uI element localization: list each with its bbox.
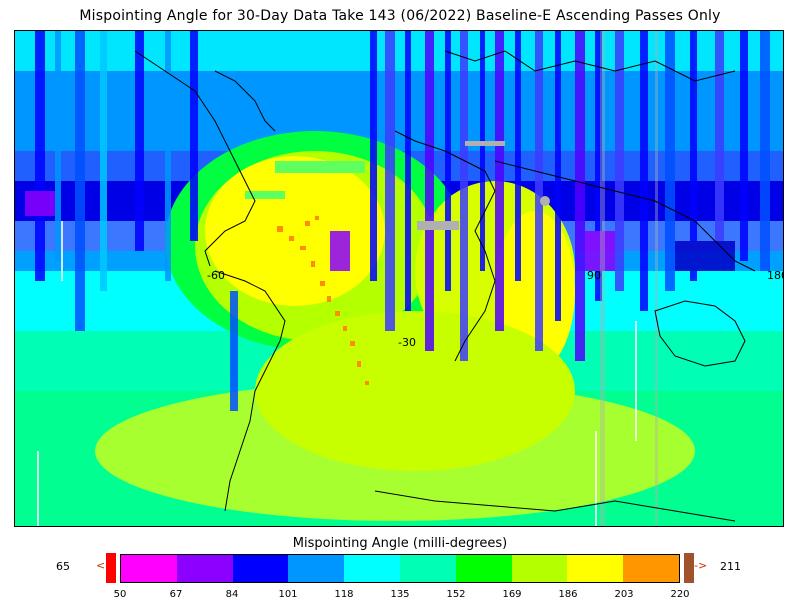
over-range-swatch xyxy=(684,553,694,583)
colorbar-ticks: 50 67 84 101 118 135 152 169 186 203 220 xyxy=(114,589,690,601)
colorbar-bin xyxy=(121,555,177,582)
colorbar xyxy=(120,554,680,583)
colorbar-tick-label: 84 xyxy=(225,589,239,600)
colorbar-bin xyxy=(344,555,400,582)
colorbar-tick-label: 169 xyxy=(502,589,522,600)
colorbar-bin xyxy=(399,555,456,582)
colorbar-tick-label: 50 xyxy=(113,589,127,600)
lon-label-2: 180 xyxy=(767,269,784,282)
colorbar-tick-label: 118 xyxy=(334,589,354,600)
lat-label-0: -30 xyxy=(398,336,416,349)
colorbar-bin xyxy=(176,555,233,582)
colorbar-bin xyxy=(455,555,512,582)
swath-stripes xyxy=(25,31,770,411)
lon-label-0: -60 xyxy=(207,269,225,282)
under-range-swatch xyxy=(106,553,116,583)
colorbar-tick-label: 152 xyxy=(446,589,466,600)
legend-title: Mispointing Angle (milli-degrees) xyxy=(292,536,508,551)
colorbar-tick-label: 135 xyxy=(390,589,410,600)
over-range-arrow: -> xyxy=(694,559,708,572)
colorbar-tick-label: 101 xyxy=(278,589,298,600)
colorbar-bin xyxy=(623,555,679,582)
colorbar-bin xyxy=(288,555,345,582)
coastlines xyxy=(134,50,756,522)
gray-stripes xyxy=(417,31,658,526)
orange-speckles xyxy=(277,216,369,385)
lon-label-1: 90 xyxy=(587,269,601,282)
colorbar-tick-label: 203 xyxy=(614,589,634,600)
colorbar-tick-label: 220 xyxy=(670,589,690,600)
under-range-arrow: < xyxy=(96,559,106,572)
legend-max-value: 211 xyxy=(720,560,741,573)
colorbar-tick-label: 67 xyxy=(169,589,183,600)
colorbar-bin xyxy=(567,555,624,582)
mispointing-map: -30 -60 90 180 xyxy=(15,31,784,526)
page-title: Mispointing Angle for 30-Day Data Take 1… xyxy=(79,8,721,24)
legend-min-value: 65 xyxy=(56,560,70,573)
colorbar-tick-label: 186 xyxy=(558,589,578,600)
colorbar-bin xyxy=(511,555,568,582)
white-gaps xyxy=(37,221,637,526)
map-panel: -30 -60 90 180 xyxy=(14,30,784,527)
colorbar-bin xyxy=(232,555,289,582)
